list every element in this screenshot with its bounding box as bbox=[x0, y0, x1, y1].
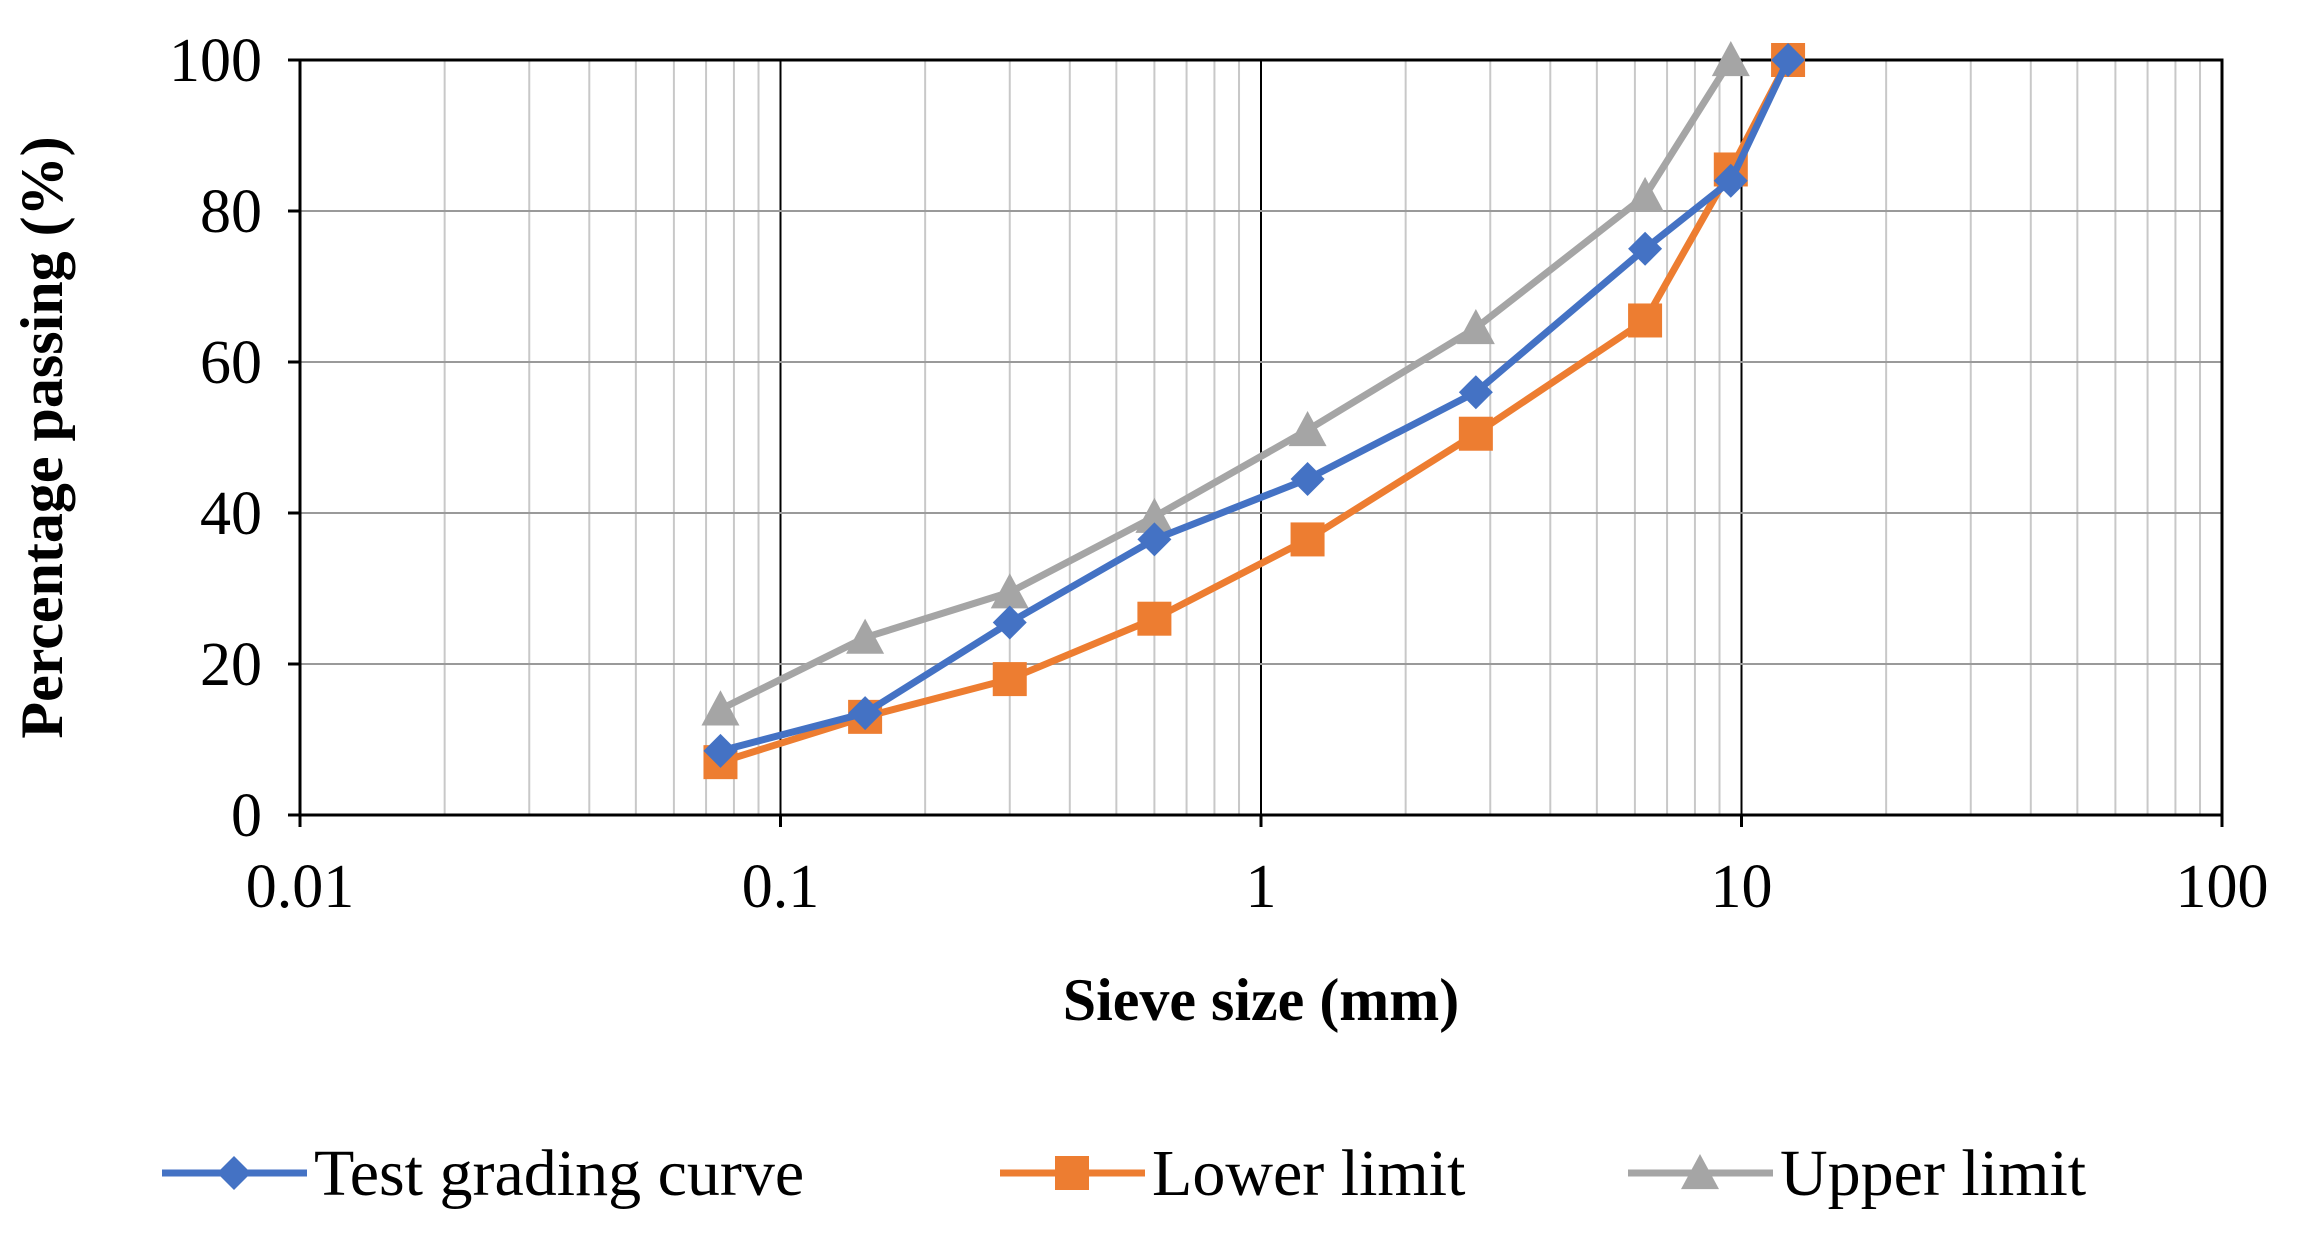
data-point bbox=[990, 573, 1029, 609]
data-point bbox=[1288, 410, 1327, 447]
y-tick-label: 0 bbox=[231, 782, 262, 850]
data-point bbox=[1137, 601, 1172, 636]
y-tick-label: 100 bbox=[169, 27, 262, 95]
data-point bbox=[1628, 303, 1663, 338]
y-tick-label: 40 bbox=[200, 480, 262, 548]
data-point bbox=[846, 618, 885, 654]
data-point bbox=[1626, 176, 1665, 213]
data-point bbox=[1456, 309, 1495, 345]
data-point bbox=[703, 733, 738, 768]
legend-item: Lower limit bbox=[1000, 1137, 1465, 1210]
legend-label: Upper limit bbox=[1780, 1137, 2086, 1210]
series-test-grading-curve bbox=[703, 43, 1806, 768]
y-axis-title: Percentage passing (%) bbox=[9, 136, 75, 738]
x-tick-label: 0.1 bbox=[742, 853, 820, 921]
series-layer bbox=[701, 41, 1806, 780]
data-point bbox=[1628, 231, 1663, 266]
y-tick-label: 20 bbox=[200, 631, 262, 699]
data-point bbox=[1771, 43, 1806, 77]
minor-gridlines bbox=[443, 60, 2202, 815]
legend-marker bbox=[1055, 1156, 1089, 1190]
x-tick-label: 0.01 bbox=[246, 853, 355, 921]
data-point bbox=[1290, 522, 1325, 557]
data-point bbox=[1137, 522, 1172, 557]
data-point bbox=[1711, 41, 1750, 77]
y-tick-label: 60 bbox=[200, 329, 262, 397]
data-point bbox=[1458, 416, 1493, 451]
legend-marker bbox=[217, 1156, 251, 1190]
legend-marker bbox=[1681, 1154, 1719, 1190]
legend-label: Lower limit bbox=[1152, 1137, 1465, 1210]
y-tick-label: 80 bbox=[200, 178, 262, 246]
axis-ticks bbox=[288, 58, 2224, 827]
data-point bbox=[1713, 163, 1748, 198]
data-point bbox=[1135, 497, 1174, 533]
x-tick-label: 10 bbox=[1711, 853, 1773, 921]
legend-item: Upper limit bbox=[1628, 1137, 2086, 1210]
data-point bbox=[992, 662, 1027, 697]
series-line bbox=[718, 58, 1734, 713]
x-tick-label: 100 bbox=[2176, 853, 2269, 921]
series-upper-limit bbox=[701, 41, 1750, 726]
data-point bbox=[1458, 375, 1493, 410]
legend-item: Test grading curve bbox=[162, 1137, 804, 1210]
x-axis-title: Sieve size (mm) bbox=[1063, 967, 1460, 1033]
data-point bbox=[848, 696, 883, 731]
legend: Test grading curve Lower limit Upper limit bbox=[162, 1137, 2086, 1210]
data-point bbox=[1290, 462, 1325, 497]
data-point bbox=[701, 690, 740, 726]
x-tick-label: 1 bbox=[1246, 853, 1277, 921]
legend-label: Test grading curve bbox=[314, 1137, 804, 1210]
data-point bbox=[992, 605, 1027, 640]
tick-labels: 0.01 0.1 1 10 100 0 20 40 60 80 100 bbox=[169, 27, 2269, 921]
